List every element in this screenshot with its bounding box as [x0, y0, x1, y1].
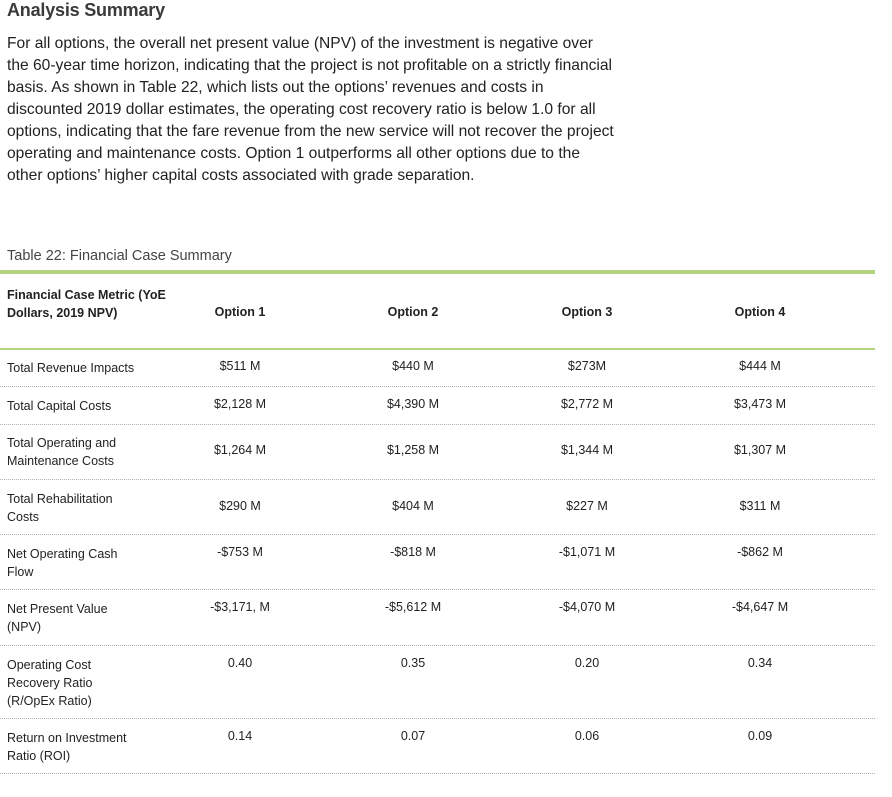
row-label: Net Operating Cash Flow	[7, 547, 118, 579]
table-caption: Table 22: Financial Case Summary	[7, 248, 232, 264]
table-cell: $444 M	[739, 359, 781, 373]
table-cell: $311 M	[739, 499, 781, 513]
row-divider	[0, 534, 875, 535]
row-label: Total Rehabilitation Costs	[7, 492, 113, 524]
metric-column-header: Financial Case Metric (YoE Dollars, 2019…	[7, 288, 166, 320]
row-divider	[0, 479, 875, 480]
row-label: Total Capital Costs	[7, 399, 112, 413]
section-heading: Analysis Summary	[7, 0, 165, 20]
option-1-header: Option 1	[214, 305, 266, 319]
table-cell: 0.40	[227, 656, 253, 670]
table-cell: 0.09	[747, 729, 773, 743]
row-label: Return on Investment Ratio (ROI)	[7, 731, 127, 763]
row-divider	[0, 424, 875, 425]
row-label: Operating Cost Recovery Ratio (R/OpEx Ra…	[7, 658, 93, 708]
row-label: Total Revenue Impacts	[7, 361, 135, 375]
header-rule	[0, 348, 875, 350]
table-cell: $2,772 M	[560, 397, 614, 411]
table-cell: -$862 M	[737, 545, 783, 559]
intro-paragraph: For all options, the overall net present…	[7, 35, 614, 184]
table-cell: $273M	[567, 359, 607, 373]
row-divider	[0, 589, 875, 590]
table-cell: $511 M	[219, 359, 261, 373]
table-cell: -$4,647 M	[731, 600, 789, 614]
table-cell: -$1,071 M	[558, 545, 616, 559]
table-cell: 0.14	[227, 729, 253, 743]
row-divider	[0, 386, 875, 387]
table-cell: $404 M	[392, 499, 434, 513]
table-cell: -$4,070 M	[558, 600, 616, 614]
table-cell: -$753 M	[217, 545, 263, 559]
table-cell: -$818 M	[390, 545, 436, 559]
table-cell: $1,264 M	[213, 443, 267, 457]
table-cell: $1,258 M	[386, 443, 440, 457]
table-cell: $1,344 M	[560, 443, 614, 457]
table-cell: $227 M	[566, 499, 608, 513]
row-divider	[0, 645, 875, 646]
table-cell: $3,473 M	[733, 397, 787, 411]
table-cell: $290 M	[219, 499, 261, 513]
row-divider	[0, 718, 875, 719]
table-cell: 0.35	[400, 656, 426, 670]
table-cell: -$3,171, M	[210, 600, 270, 614]
row-label: Net Present Value (NPV)	[7, 602, 108, 634]
table-cell: $440 M	[392, 359, 434, 373]
option-3-header: Option 3	[561, 305, 613, 319]
row-label: Total Operating and Maintenance Costs	[7, 436, 117, 468]
row-divider	[0, 773, 875, 774]
table-cell: -$5,612 M	[384, 600, 442, 614]
option-4-header: Option 4	[734, 305, 786, 319]
table-cell: 0.06	[574, 729, 600, 743]
table-cell: 0.07	[400, 729, 426, 743]
option-2-header: Option 2	[387, 305, 439, 319]
table-cell: 0.34	[747, 656, 773, 670]
table-cell: $1,307 M	[733, 443, 787, 457]
table-cell: $2,128 M	[213, 397, 267, 411]
table-cell: $4,390 M	[386, 397, 440, 411]
table-top-rule	[0, 270, 875, 274]
table-cell: 0.20	[574, 656, 600, 670]
